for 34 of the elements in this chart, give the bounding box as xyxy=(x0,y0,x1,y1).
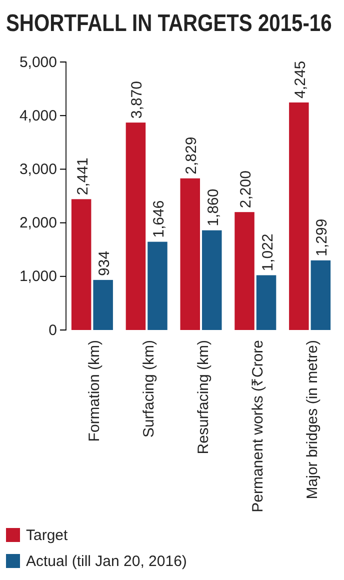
bar xyxy=(202,230,222,330)
legend-label: Actual (till Jan 20, 2016) xyxy=(26,553,187,570)
bar xyxy=(93,280,113,330)
y-tick-label: 5,000 xyxy=(19,54,57,71)
y-tick-label: 4,000 xyxy=(19,107,57,124)
x-tick-label: Surfacing (km) xyxy=(140,340,158,438)
x-tick-label: Permanent works (₹Crore xyxy=(249,340,266,512)
data-label: 934 xyxy=(96,250,114,276)
data-label: 2,200 xyxy=(238,170,255,208)
data-label: 4,245 xyxy=(292,60,309,98)
data-label: 1,022 xyxy=(259,234,276,272)
y-tick-label: 2,000 xyxy=(19,214,57,232)
bar xyxy=(289,102,309,330)
x-tick-label: Resurfacing (km) xyxy=(195,340,212,454)
data-label: 1,299 xyxy=(314,218,331,256)
bar xyxy=(310,260,331,330)
data-label: 1,646 xyxy=(150,200,168,238)
x-tick-label: Formation (km) xyxy=(86,340,104,442)
bar xyxy=(234,212,254,330)
data-label: 2,441 xyxy=(74,158,92,196)
bar xyxy=(126,122,146,330)
data-label: 1,860 xyxy=(204,188,222,226)
x-tick-label: Major bridges (in metre) xyxy=(304,340,321,500)
legend-label: Target xyxy=(26,527,69,544)
bar xyxy=(256,275,276,330)
y-tick-label: 0 xyxy=(48,322,57,339)
y-tick-label: 3,000 xyxy=(19,161,57,178)
bar xyxy=(180,178,200,330)
bar xyxy=(148,242,168,330)
y-tick-label: 1,000 xyxy=(19,268,57,286)
data-label: 3,870 xyxy=(128,81,146,119)
bar xyxy=(71,199,92,330)
chart-title: SHORTFALL IN TARGETS 2015-16 xyxy=(6,9,332,36)
data-label: 2,829 xyxy=(183,136,200,174)
